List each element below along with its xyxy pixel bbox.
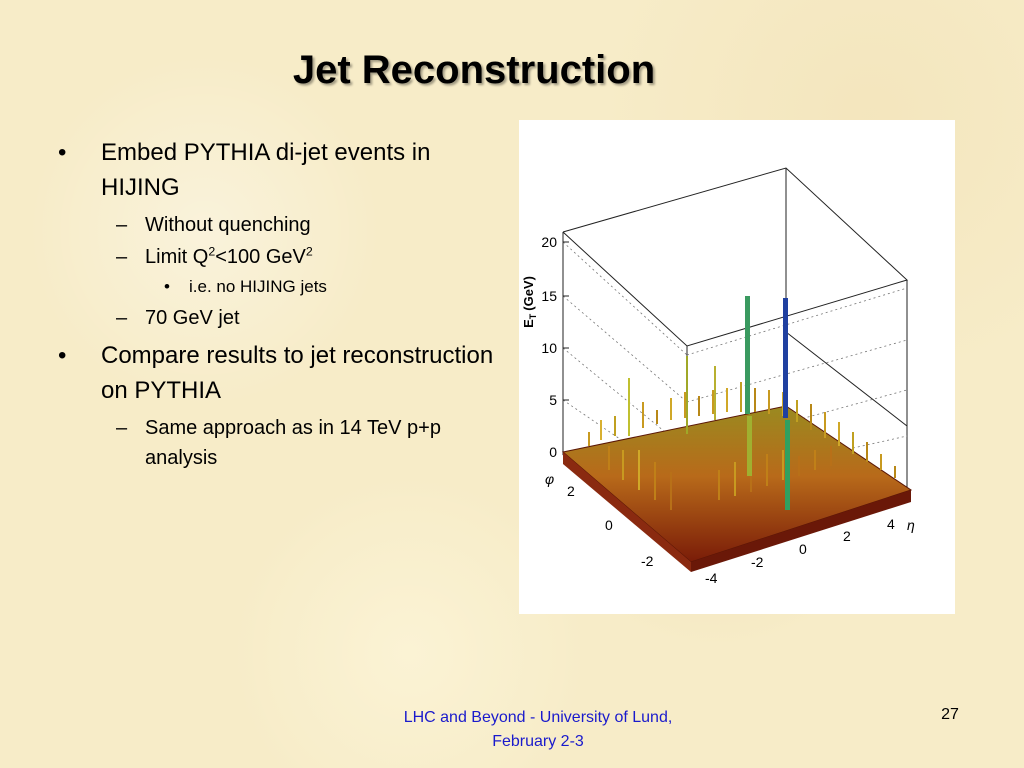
sub-sub-bullet-mark: •	[164, 276, 170, 296]
limit-text-a: Limit Q	[145, 245, 209, 268]
jet-tower	[747, 416, 752, 476]
frame-top	[562, 167, 908, 347]
footer-line: LHC and Beyond - University of Lund,	[403, 709, 673, 726]
z-tick-label: 5	[549, 392, 557, 408]
frame-edge	[785, 331, 908, 427]
phi-tick-label: 2	[567, 483, 575, 499]
grid-line	[562, 347, 688, 451]
eta-tick-label: -4	[705, 570, 718, 586]
phi-axis: φ 2 0 -2	[545, 471, 654, 569]
jet-towers	[745, 296, 790, 510]
background-towers	[588, 356, 896, 510]
z-tick-label: 20	[541, 234, 557, 250]
jet-tower	[783, 298, 788, 418]
limit-text-b: <100 GeV	[215, 245, 306, 268]
sub-bullet-item: – Without quenching	[58, 210, 508, 240]
grid-line	[686, 389, 908, 451]
sub-bullet-item: – Limit Q2<100 GeV2	[58, 242, 508, 272]
sub-bullet-item: – Same approach as in 14 TeV p+p analysi…	[58, 413, 508, 473]
z-tick-label: 0	[549, 444, 557, 460]
lego-plot-figure: 20 15 10 5 0 ET(GeV)	[519, 120, 955, 614]
grid-line	[562, 295, 688, 403]
sub-bullet-item: – 70 GeV jet	[58, 303, 508, 333]
jet-tower	[785, 420, 790, 510]
sub-bullet-mark: –	[116, 213, 128, 236]
bullet-text: Compare results to jet reconstruction on…	[101, 342, 494, 404]
superscript: 2	[305, 243, 313, 258]
superscript: 2	[208, 243, 216, 258]
z-axis-title-unit: (GeV)	[521, 276, 536, 311]
sub-bullet-mark: –	[116, 416, 128, 439]
z-axis-title-main: E	[521, 319, 536, 328]
bullet-mark: •	[58, 139, 67, 166]
eta-axis-title: η	[907, 517, 915, 533]
eta-tick-label: 4	[887, 516, 895, 532]
z-tick-label: 10	[541, 340, 557, 356]
phi-tick-label: -2	[641, 553, 654, 569]
footer-line: February 2-3	[492, 733, 584, 750]
sub-bullet-text: Without quenching	[145, 213, 311, 236]
grid-line	[562, 241, 688, 356]
sub-sub-bullet-text: i.e. no HIJING jets	[189, 276, 327, 296]
bullet-item: • Compare results to jet reconstruction …	[58, 339, 508, 409]
z-tick-label: 15	[541, 288, 557, 304]
footer: LHC and Beyond - University of Lund, Feb…	[360, 706, 716, 754]
jet-tower	[745, 296, 750, 414]
sub-bullet-text: Same approach as in 14 TeV p+p analysis	[145, 416, 441, 469]
grid-line	[686, 339, 908, 403]
front-wall-right	[691, 490, 911, 572]
bullet-text: Embed PYTHIA di-jet events in HIJING	[101, 139, 431, 201]
eta-axis: -4 -2 0 2 4 η	[705, 516, 915, 586]
eta-tick-label: -2	[751, 554, 764, 570]
eta-tick-label: 0	[799, 541, 807, 557]
bullet-item: • Embed PYTHIA di-jet events in HIJING	[58, 136, 508, 206]
lego-plot: 20 15 10 5 0 ET(GeV)	[521, 167, 915, 586]
z-axis-title-sub: T	[528, 313, 538, 319]
sub-sub-bullet-item: • i.e. no HIJING jets	[58, 274, 508, 300]
z-axis	[563, 241, 569, 453]
z-axis-title: ET (GeV)	[521, 276, 538, 328]
page-number: 27	[941, 706, 959, 723]
eta-tick-label: 2	[843, 528, 851, 544]
phi-tick-label: 0	[605, 517, 613, 533]
slide-title: Jet Reconstruction	[292, 48, 656, 92]
sub-bullet-text: Limit Q2<100 GeV2	[145, 243, 313, 268]
phi-axis-title: φ	[545, 471, 554, 487]
grid-line	[686, 287, 908, 356]
sub-bullet-mark: –	[116, 245, 128, 268]
bullet-mark: •	[58, 342, 67, 370]
bullet-list: • Embed PYTHIA di-jet events in HIJING –…	[58, 136, 508, 473]
sub-bullet-text: 70 GeV jet	[145, 307, 240, 330]
front-wall-left	[563, 452, 691, 572]
sub-bullet-mark: –	[116, 307, 128, 330]
